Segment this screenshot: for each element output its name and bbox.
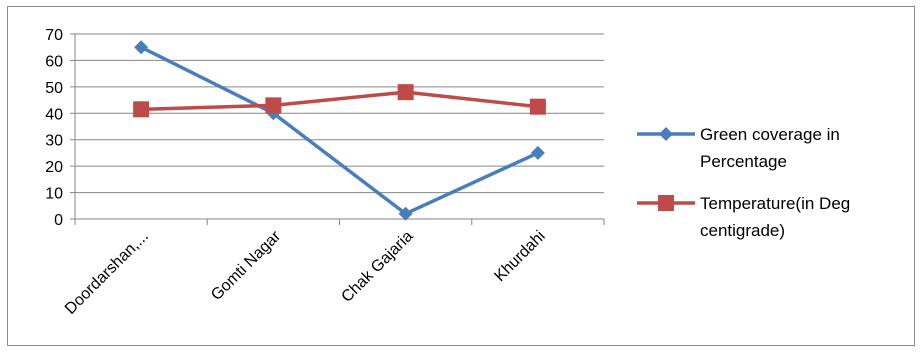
y-tick-label: 40 — [45, 106, 63, 123]
y-tick-label: 70 — [45, 27, 63, 44]
x-tick-label: Doordarshan,... — [62, 228, 152, 318]
y-axis-ticks: 0 10 20 30 40 50 60 70 — [45, 27, 75, 229]
y-tick-label: 0 — [54, 212, 63, 229]
legend-marker — [658, 195, 674, 211]
chart-frame — [7, 6, 915, 346]
x-tick-label: Khurdahi — [491, 228, 548, 285]
data-point — [530, 145, 545, 160]
y-tick-label: 30 — [45, 133, 63, 150]
data-point — [397, 84, 414, 101]
x-tick-label: Chak Gajaria — [338, 228, 416, 306]
legend-marker — [659, 127, 673, 141]
y-tick-label: 10 — [45, 186, 63, 203]
series-group — [133, 40, 546, 221]
y-tick-label: 20 — [45, 159, 63, 176]
data-point — [529, 98, 546, 115]
data-point — [398, 206, 413, 221]
series-2 — [133, 84, 546, 118]
data-point — [133, 101, 150, 118]
data-point — [265, 97, 282, 114]
series-line — [141, 90, 539, 112]
legend-label: Green coverage in — [700, 125, 840, 144]
legend-label: centigrade) — [700, 221, 785, 240]
legend-entry-1: Green coverage in Percentage — [637, 125, 840, 171]
series-1 — [134, 40, 545, 221]
x-axis-ticks: Doordarshan,... Gomti Nagar Chak Gajaria Kh… — [62, 219, 605, 318]
legend: Green coverage in Percentage Temperature(i… — [637, 125, 850, 240]
y-tick-label: 60 — [45, 53, 63, 70]
data-point — [134, 40, 149, 55]
series-line — [140, 45, 539, 216]
x-tick-label: Gomti Nagar — [208, 227, 285, 304]
axes — [74, 34, 604, 220]
legend-entry-2: Temperature(in Deg centigrade) — [637, 194, 850, 240]
legend-label: Percentage — [700, 152, 787, 171]
grid-lines — [75, 33, 604, 194]
y-tick-label: 50 — [45, 80, 63, 97]
legend-label: Temperature(in Deg — [700, 194, 850, 213]
